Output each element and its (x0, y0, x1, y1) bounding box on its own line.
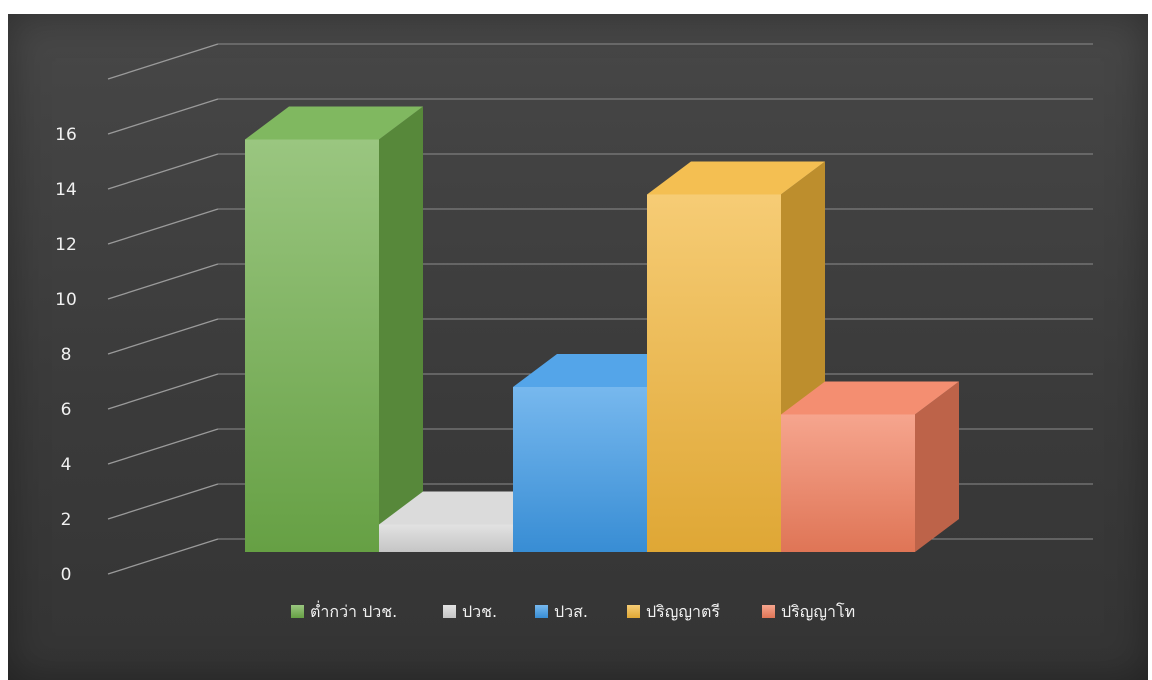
gridline-depth (107, 263, 219, 300)
legend: ต่ำกว่า ปวช. ปวช. ปวส. ปริญญาตรี ปริญญาโท (291, 600, 855, 621)
y-tick-label: 0 (61, 565, 72, 585)
bar-front (647, 194, 781, 552)
y-tick-label: 2 (61, 510, 72, 530)
bar-front (513, 387, 647, 552)
chart-frame: 0 2 4 6 8 10 12 14 16 ต่ำกว่า ปวช. ปวช. ปวส. ปริญญาต… (8, 14, 1148, 680)
gridline-depth (107, 373, 219, 410)
legend-swatch (762, 605, 775, 618)
bar-top (781, 381, 959, 415)
bar-top (379, 491, 557, 525)
bar-top (647, 161, 825, 195)
legend-item: ต่ำกว่า ปวช. (291, 600, 397, 621)
bar-front (379, 524, 513, 552)
gridline-depth (107, 318, 219, 355)
bar-chart: 0 2 4 6 8 10 12 14 16 ต่ำกว่า ปวช. ปวช. ปวส. ปริญญาต… (55, 43, 1093, 621)
bar-side (915, 381, 959, 552)
bar-front (245, 139, 379, 552)
y-tick-label: 16 (55, 125, 77, 145)
gridline-depth (107, 483, 219, 520)
bar-side (379, 106, 423, 552)
gridline-depth (107, 43, 219, 80)
legend-item: ปวส. (535, 602, 588, 621)
y-tick-label: 14 (55, 180, 77, 200)
gridline-depth (107, 428, 219, 465)
y-tick-label: 8 (61, 345, 72, 365)
legend-item: ปริญญาตรี (627, 602, 720, 621)
y-tick-label: 12 (55, 235, 77, 255)
y-tick-label: 4 (61, 455, 72, 475)
legend-item: ปริญญาโท (762, 602, 855, 621)
bar (245, 106, 423, 552)
legend-label: ปวช. (462, 602, 497, 621)
y-tick-label: 6 (61, 400, 72, 420)
gridline-depth (107, 538, 219, 575)
legend-label: ปริญญาโท (781, 602, 855, 621)
legend-swatch (291, 605, 304, 618)
bars (245, 106, 959, 552)
legend-item: ปวช. (443, 602, 497, 621)
legend-swatch (627, 605, 640, 618)
bar-top (513, 354, 691, 387)
bar-front (781, 414, 915, 552)
bar-top (245, 106, 423, 140)
gridline-depth (107, 98, 219, 135)
legend-label: ปวส. (554, 602, 588, 621)
bar (781, 381, 959, 552)
legend-label: ปริญญาตรี (646, 602, 720, 621)
y-tick-label: 10 (55, 290, 77, 310)
legend-label: ต่ำกว่า ปวช. (310, 600, 397, 621)
gridline-depth (107, 153, 219, 190)
gridline-depth (107, 208, 219, 245)
legend-swatch (443, 605, 456, 618)
legend-swatch (535, 605, 548, 618)
